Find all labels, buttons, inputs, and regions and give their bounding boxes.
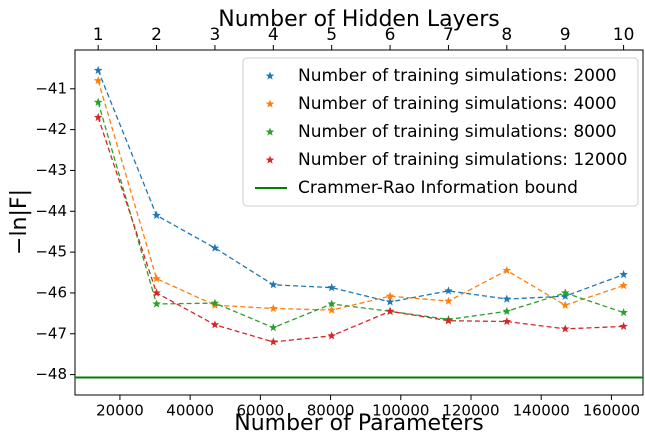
series-line xyxy=(97,102,624,329)
marker xyxy=(152,210,161,219)
marker xyxy=(502,317,512,326)
top-tick-label: 4 xyxy=(268,25,279,45)
marker xyxy=(502,294,512,303)
x-axis-label: Number of Parameters xyxy=(234,411,484,436)
marker xyxy=(619,270,628,279)
top-tick-label: 5 xyxy=(326,25,337,45)
marker xyxy=(269,280,278,289)
y-tick-label: −41 xyxy=(35,79,67,97)
top-tick-label: 10 xyxy=(613,25,635,45)
y-tick-label: −46 xyxy=(35,283,67,301)
series-line xyxy=(97,70,624,303)
x-tick-label: 60000 xyxy=(236,402,284,420)
marker xyxy=(385,291,395,300)
top-tick-label: 7 xyxy=(443,25,454,45)
y-tick-label: −48 xyxy=(35,365,67,383)
legend-label: Crammer-Rao Information bound xyxy=(298,178,578,198)
top-tick-label: 8 xyxy=(501,25,512,45)
marker xyxy=(385,297,395,306)
marker xyxy=(560,324,570,333)
top-tick-label: 3 xyxy=(210,25,221,45)
marker xyxy=(502,265,512,275)
top-tick-label: 9 xyxy=(560,25,571,45)
legend-label: Number of training simulations: 12000 xyxy=(298,150,627,170)
marker xyxy=(210,298,220,307)
x-tick-label: 160000 xyxy=(583,402,640,420)
marker xyxy=(619,321,628,331)
x-tick-label: 100000 xyxy=(372,402,429,420)
marker xyxy=(444,316,453,325)
marker xyxy=(385,306,395,315)
legend-label: Number of training simulations: 4000 xyxy=(298,94,617,114)
series-line xyxy=(97,80,624,311)
marker xyxy=(93,65,103,75)
marker xyxy=(502,306,512,315)
marker xyxy=(152,274,161,283)
marker xyxy=(152,288,161,297)
marker xyxy=(619,308,628,317)
legend-marker xyxy=(265,99,275,108)
marker xyxy=(93,112,103,122)
marker xyxy=(269,303,278,313)
y-tick-label: −44 xyxy=(35,202,67,220)
x-tick-label: 80000 xyxy=(307,402,355,420)
legend-label: Number of training simulations: 8000 xyxy=(298,122,617,142)
marker xyxy=(93,76,103,85)
marker xyxy=(210,243,220,252)
series-line xyxy=(97,117,624,343)
legend-marker xyxy=(265,71,275,80)
marker xyxy=(269,323,278,332)
marker xyxy=(327,305,336,314)
y-tick-label: −42 xyxy=(35,120,67,138)
marker xyxy=(327,283,336,292)
legend-box xyxy=(242,57,639,207)
marker xyxy=(152,299,161,308)
y-tick-label: −47 xyxy=(35,324,67,342)
marker xyxy=(619,281,628,290)
legend-marker xyxy=(265,127,275,136)
x-tick-label: 140000 xyxy=(513,402,570,420)
y-tick-label: −43 xyxy=(35,161,67,179)
x-tick-label: 120000 xyxy=(442,402,499,420)
marker xyxy=(560,288,570,297)
legend-label: Number of training simulations: 2000 xyxy=(298,66,617,86)
plot-frame xyxy=(74,49,644,396)
marker xyxy=(327,331,336,340)
x-tick-label: 20000 xyxy=(96,402,144,420)
y-tick-label: −45 xyxy=(35,243,67,261)
top-tick-label: 6 xyxy=(385,25,396,45)
marker xyxy=(560,291,570,300)
x-tick-label: 40000 xyxy=(166,402,214,420)
marker xyxy=(327,299,336,308)
marker xyxy=(444,286,453,295)
marker xyxy=(560,300,570,309)
marker xyxy=(444,296,453,305)
y-axis-label: −ln|F| xyxy=(7,189,32,255)
top-tick-label: 2 xyxy=(151,25,162,45)
marker xyxy=(93,97,103,106)
marker xyxy=(210,320,220,329)
top-axis-label: Number of Hidden Layers xyxy=(218,7,499,32)
legend-marker xyxy=(265,155,275,164)
marker xyxy=(269,337,278,346)
top-tick-label: 1 xyxy=(93,25,104,45)
